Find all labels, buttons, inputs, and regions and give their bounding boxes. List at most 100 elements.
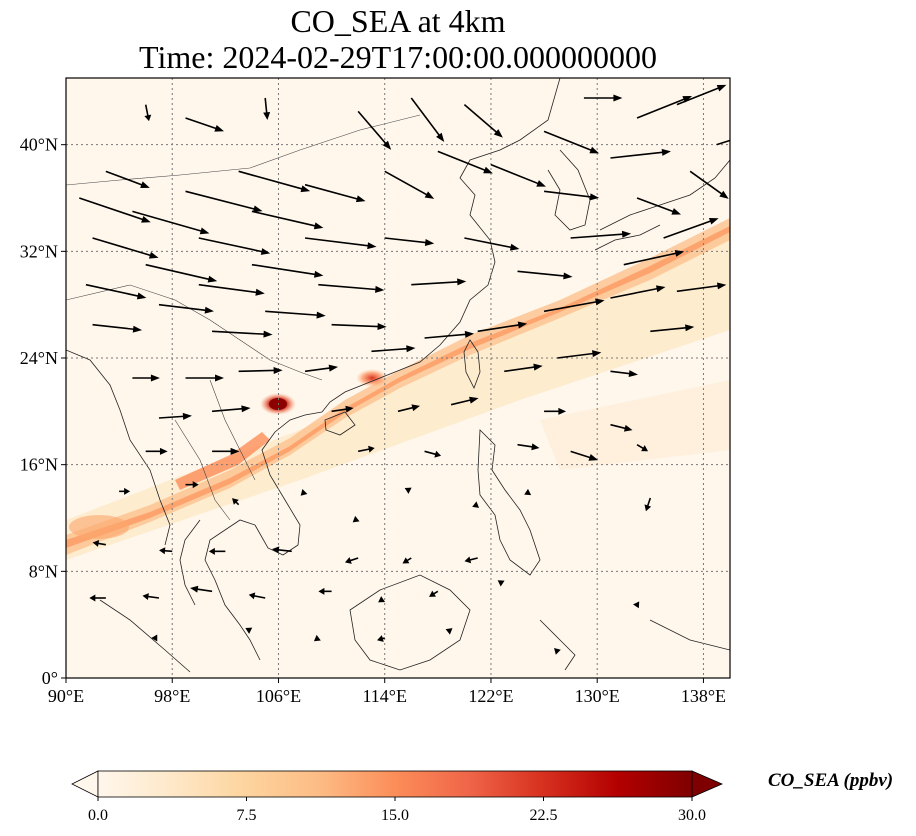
x-axis-ticks: 90°E 98°E 106°E 114°E 122°E 130°E 138°E (48, 678, 726, 706)
wind-arrow (378, 596, 386, 603)
wind-arrow (248, 592, 266, 600)
wind-arrow (185, 374, 225, 382)
wind-arrow (644, 497, 652, 512)
wind-arrow (238, 170, 311, 193)
wind-arrow (331, 323, 387, 331)
y-tick-label: 8°N (29, 561, 58, 581)
wind-arrow (404, 487, 412, 494)
wind-arrow (464, 237, 520, 251)
wind-arrow (212, 447, 240, 455)
wind-arrow (144, 104, 152, 122)
wind-arrow (313, 634, 321, 642)
wind-arrow (464, 556, 478, 564)
wind-arrow (132, 374, 160, 382)
wind-arrow (251, 210, 324, 230)
wind-arrow (543, 298, 605, 313)
wind-vectors (79, 84, 730, 655)
wind-arrow (304, 237, 377, 250)
wind-arrow (357, 110, 392, 150)
wind-arrow (105, 170, 150, 188)
x-tick-label: 106°E (256, 686, 301, 706)
wind-arrow (344, 557, 359, 564)
y-tick-label: 0° (42, 668, 58, 688)
wind-arrow (208, 547, 226, 555)
map-title: CO_SEA at 4km (290, 3, 506, 39)
map-time-subtitle: Time: 2024-02-29T17:00:00.000000000 (139, 39, 657, 75)
wind-arrow (119, 487, 131, 495)
wind-arrow (263, 97, 271, 120)
colorbar-ticks: 0.0 7.5 15.0 22.5 30.0 (88, 797, 706, 824)
wind-arrow (384, 237, 435, 246)
colorbar-extend-low (71, 770, 99, 798)
wind-arrow (85, 283, 147, 300)
wind-arrow (198, 237, 271, 255)
wind-arrow (477, 321, 528, 333)
wind-arrow (397, 404, 420, 413)
wind-arrow (142, 593, 160, 601)
wind-arrow (304, 364, 339, 373)
wind-arrow (232, 498, 240, 506)
colorbar: 0.0 7.5 15.0 22.5 30.0 (71, 770, 724, 824)
wind-arrow (463, 104, 503, 138)
wind-arrow (410, 97, 445, 142)
wind-arrow (318, 283, 385, 293)
wind-arrow (318, 587, 332, 595)
wind-arrow (238, 366, 283, 374)
wind-arrow (650, 324, 695, 333)
wind-arrow (445, 628, 453, 635)
colorbar-tick-label: 7.5 (237, 807, 257, 824)
wind-arrow (557, 350, 602, 359)
x-tick-label: 138°E (681, 686, 726, 706)
wind-arrow (517, 270, 573, 280)
wind-arrow (623, 249, 685, 266)
wind-arrow (158, 303, 214, 314)
map-frame (65, 77, 731, 679)
colorbar-tick-label: 0.0 (88, 807, 108, 824)
wind-arrow (554, 648, 561, 655)
wind-arrow (429, 590, 439, 597)
wind-arrow (251, 263, 324, 278)
colorbar-tick-label: 15.0 (381, 807, 409, 824)
wind-arrow (89, 594, 106, 602)
colorbar-gradient (97, 770, 693, 798)
wind-arrow (145, 447, 168, 455)
wind-arrow (145, 263, 218, 283)
wind-arrow (583, 94, 623, 102)
wind-arrow (497, 580, 505, 587)
wind-arrow (92, 540, 106, 547)
wind-arrow (371, 345, 416, 353)
x-tick-label: 114°E (362, 686, 407, 706)
wind-arrow (245, 627, 253, 634)
wind-arrow (524, 488, 532, 496)
wind-arrow (198, 283, 265, 296)
y-tick-label: 24°N (20, 348, 58, 368)
co-hotspot-guangdong (356, 369, 388, 387)
wind-arrow (424, 450, 442, 458)
wind-arrow (185, 481, 199, 489)
wind-arrow (517, 443, 540, 451)
wind-arrow (544, 407, 567, 415)
colorbar-label: CO_SEA (ppbv) (768, 770, 894, 791)
wind-arrow (424, 330, 475, 339)
y-axis-ticks: 0° 8°N 16°N 24°N 32°N 40°N (20, 135, 66, 688)
colorbar-tick-label: 22.5 (530, 807, 558, 824)
wind-arrow (79, 197, 151, 223)
wind-arrow (158, 412, 192, 420)
wind-arrow (151, 634, 158, 642)
wind-arrow (570, 450, 599, 461)
wind-arrow (92, 323, 143, 333)
wind-arrow (570, 230, 632, 239)
wind-arrow (676, 84, 727, 106)
wind-arrow (265, 310, 326, 319)
wind-arrow (402, 557, 412, 564)
wind-arrow (300, 489, 308, 496)
wind-arrow (716, 139, 730, 146)
wind-arrow (92, 237, 159, 259)
x-tick-label: 130°E (575, 686, 620, 706)
wind-arrow (384, 170, 435, 199)
wind-arrow (689, 170, 729, 199)
wind-arrow (212, 405, 251, 413)
co-concentration-field (66, 78, 730, 678)
wind-arrow (543, 130, 600, 154)
wind-arrow (543, 190, 600, 201)
